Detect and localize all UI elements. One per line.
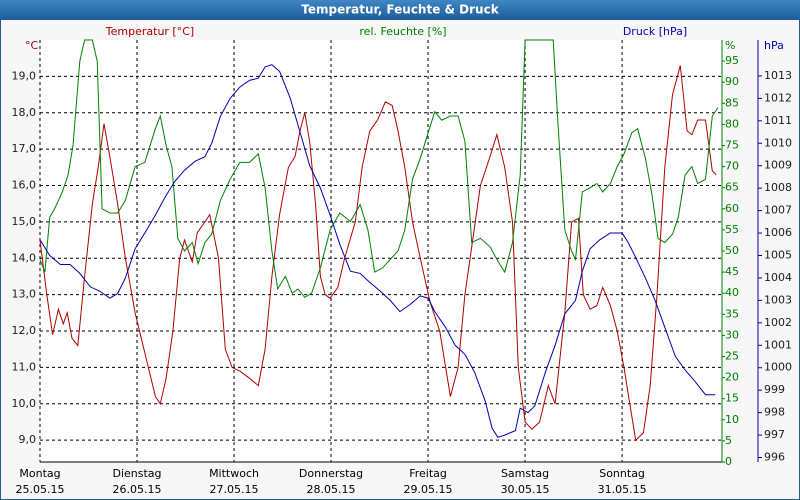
y3-tick-label: 1007 xyxy=(764,204,792,217)
legend-label: Druck [hPa] xyxy=(623,25,687,38)
y2-tick-label: 15 xyxy=(725,392,739,405)
y-tick-label: 18,0 xyxy=(12,106,37,119)
x-tick-date: 29.05.15 xyxy=(404,483,453,496)
y-unit: °C xyxy=(25,39,39,52)
y3-tick-label: 1001 xyxy=(764,338,792,351)
y2-tick-label: 75 xyxy=(725,139,739,152)
y2-tick-label: 50 xyxy=(725,244,739,257)
y3-tick-label: 1000 xyxy=(764,361,792,374)
y2-tick-label: 95 xyxy=(725,54,739,67)
x-tick-date: 25.05.15 xyxy=(16,483,65,496)
x-tick-label: Mittwoch xyxy=(209,467,259,480)
x-tick-label: Samstag xyxy=(501,467,549,480)
y-tick-label: 16,0 xyxy=(12,179,37,192)
y2-tick-label: 90 xyxy=(725,75,739,88)
y3-tick-label: 1002 xyxy=(764,316,792,329)
chart-title: Temperatur, Feuchte & Druck xyxy=(301,3,499,17)
y3-tick-label: 1011 xyxy=(764,114,792,127)
y-tick-label: 12,0 xyxy=(12,324,37,337)
y2-tick-label: 20 xyxy=(725,371,739,384)
y2-unit: % xyxy=(725,39,735,52)
x-tick-label: Freitag xyxy=(409,467,447,480)
y2-tick-label: 45 xyxy=(725,265,739,278)
x-tick-date: 31.05.15 xyxy=(598,483,647,496)
x-tick-date: 27.05.15 xyxy=(210,483,259,496)
y2-tick-label: 70 xyxy=(725,160,739,173)
y2-tick-label: 40 xyxy=(725,286,739,299)
x-tick-date: 30.05.15 xyxy=(501,483,550,496)
y2-tick-label: 10 xyxy=(725,413,739,426)
title-bar xyxy=(0,0,800,20)
y2-tick-label: 5 xyxy=(725,434,732,447)
y3-tick-label: 1005 xyxy=(764,248,792,261)
x-tick-label: Sonntag xyxy=(599,467,645,480)
series-line xyxy=(39,64,716,438)
x-tick-label: Donnerstag xyxy=(299,467,363,480)
y3-tick-label: 1009 xyxy=(764,159,792,172)
y3-tick-label: 1004 xyxy=(764,271,792,284)
y3-tick-label: 1008 xyxy=(764,181,792,194)
y2-tick-label: 25 xyxy=(725,350,739,363)
y3-tick-label: 999 xyxy=(764,383,785,396)
y-tick-label: 19,0 xyxy=(12,69,37,82)
y3-tick-label: 1003 xyxy=(764,293,792,306)
y2-tick-label: 60 xyxy=(725,202,739,215)
y3-tick-label: 1006 xyxy=(764,226,792,239)
y3-tick-label: 996 xyxy=(764,451,785,464)
y2-tick-label: 30 xyxy=(725,328,739,341)
y2-tick-label: 0 xyxy=(725,455,732,468)
y-tick-label: 10,0 xyxy=(12,397,37,410)
y2-tick-label: 85 xyxy=(725,96,739,109)
x-tick-label: Montag xyxy=(19,467,60,480)
y-tick-label: 9,0 xyxy=(19,433,37,446)
y-tick-label: 14,0 xyxy=(12,251,37,264)
y2-tick-label: 35 xyxy=(725,307,739,320)
y3-tick-label: 1012 xyxy=(764,91,792,104)
y3-tick-label: 1013 xyxy=(764,69,792,82)
y3-unit: hPa xyxy=(764,39,784,52)
y3-tick-label: 997 xyxy=(764,428,785,441)
legend-label: Temperatur [°C] xyxy=(105,25,194,38)
series-line xyxy=(39,65,717,442)
legend-label: rel. Feuchte [%] xyxy=(359,25,446,38)
y3-tick-label: 998 xyxy=(764,406,785,419)
y2-tick-label: 65 xyxy=(725,181,739,194)
x-tick-date: 28.05.15 xyxy=(307,483,356,496)
x-tick-date: 26.05.15 xyxy=(113,483,162,496)
y2-tick-label: 55 xyxy=(725,223,739,236)
plot-area xyxy=(40,40,722,462)
x-tick-label: Dienstag xyxy=(112,467,161,480)
y-tick-label: 11,0 xyxy=(12,360,37,373)
y3-tick-label: 1010 xyxy=(764,136,792,149)
y2-tick-label: 80 xyxy=(725,117,739,130)
y-tick-label: 15,0 xyxy=(12,215,37,228)
y-tick-label: 13,0 xyxy=(12,288,37,301)
y-tick-label: 17,0 xyxy=(12,142,37,155)
series-line xyxy=(39,39,719,299)
